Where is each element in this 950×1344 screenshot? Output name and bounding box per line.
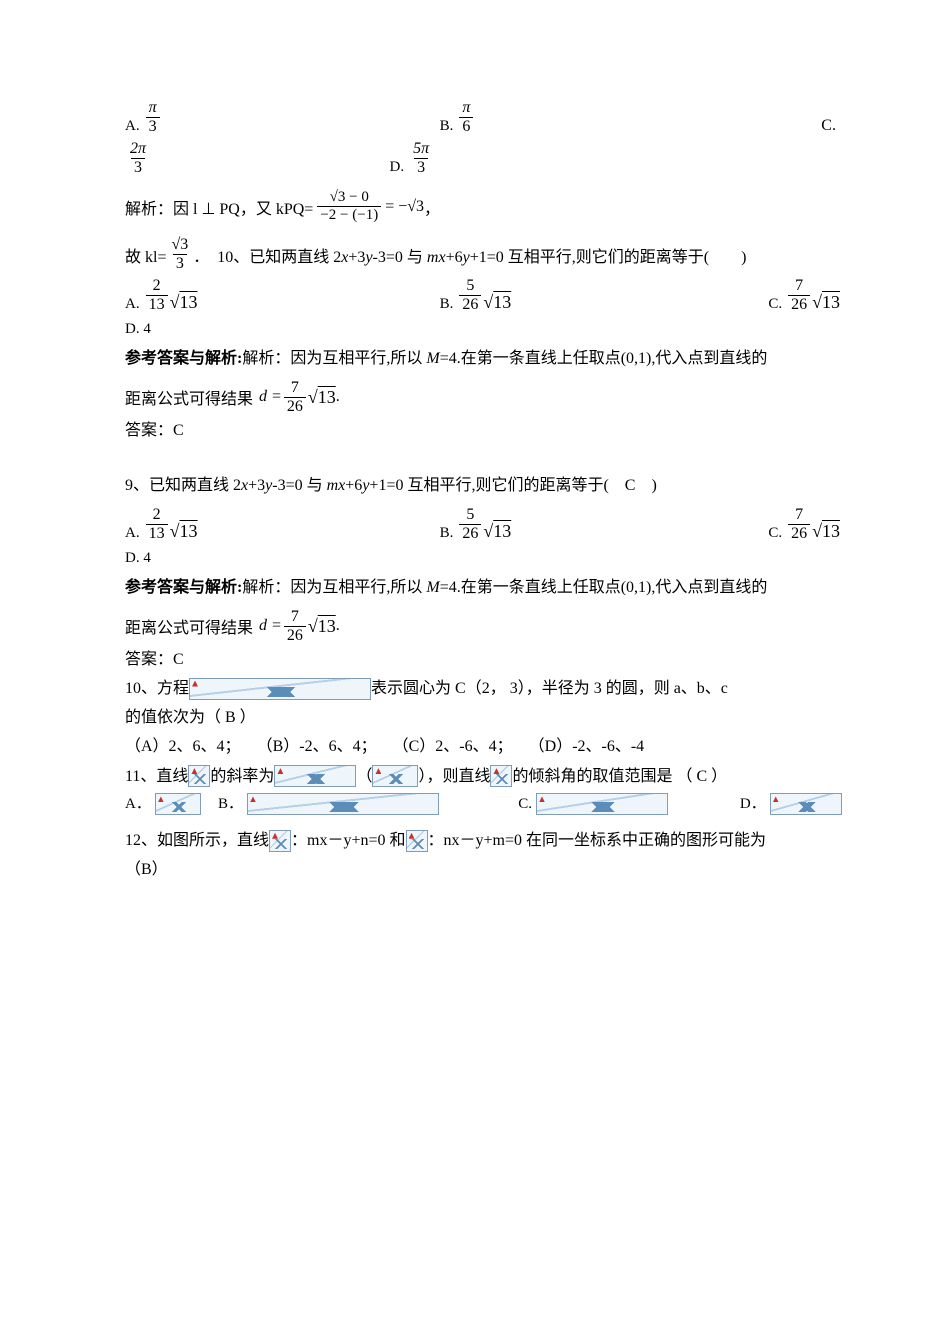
q11-line: 11、直线 的斜率为 （ ），则直线 的倾斜角的取值范围是 （ C ） xyxy=(125,763,840,790)
option-c-label: C. xyxy=(821,117,836,135)
q10b-options: （A）2、6、4； （B）-2、6、4； （C）2、-6、4； （D）-2、-6… xyxy=(125,733,840,760)
answer-distance-line: 距离公式可得结果 d = 7 26 √13 . xyxy=(125,380,840,415)
sqrt-a-label: A. xyxy=(125,296,140,313)
slope-image-placeholder xyxy=(274,765,356,787)
opt-c-image xyxy=(536,793,668,815)
analysis-suffix: ， xyxy=(424,195,440,219)
frac-5-26: 5 26 xyxy=(459,278,481,313)
opt-b-image xyxy=(247,793,439,815)
analysis-line-1: 解析：因 l ⊥ PQ，又 kPQ= √3 − 0 −2 − (−1) = −√… xyxy=(125,190,840,223)
kl-period: ． xyxy=(193,243,209,267)
q10b-line2: 的值依次为（ B ） xyxy=(125,704,840,731)
analysis-prefix: 解析：因 l ⊥ PQ，又 kPQ= xyxy=(125,195,313,219)
sqrt-d-option: D. 4 xyxy=(125,315,840,343)
sqrt-b-label: B. xyxy=(440,296,454,313)
kl-prefix: 故 kl= xyxy=(125,243,166,267)
line-l-icon-2 xyxy=(490,765,512,787)
choices-row-2: 2π 3 D. 5π 3 xyxy=(125,141,840,176)
analysis-eq: = −√3 xyxy=(385,198,424,216)
analysis-line-2: 故 kl= √3 3 ． 10、已知两直线 2x+3y-3=0 与 mx+6y+… xyxy=(125,237,840,272)
answer-distance-line-2: 距离公式可得结果 d = 7 26 √13 . xyxy=(125,609,840,644)
line-l1-icon xyxy=(269,830,291,852)
q9-text: 9、已知两直线 2x+3y-3=0 与 mx+6y+1=0 互相平行,则它们的距… xyxy=(125,472,840,499)
answer-c-1: 答案：C xyxy=(125,417,840,444)
answer-para-2: 参考答案与解析:解析：因为互相平行,所以 M=4.在第一条直线上任取点(0,1)… xyxy=(125,574,840,601)
answer-heading: 参考答案与解析: xyxy=(125,350,242,367)
fraction-5pi-3: 5π 3 xyxy=(410,141,432,176)
answer-c-2: 答案：C xyxy=(125,646,840,673)
sqrt-c-label: C. xyxy=(768,296,782,313)
sqrt-d-option-2: D. 4 xyxy=(125,544,840,572)
range-image-placeholder xyxy=(372,765,418,787)
sqrt-choices-row-2: A. 2 13 √13 B. 5 26 √13 C. 7 26 √13 xyxy=(125,507,840,542)
answer-para-1: 参考答案与解析:解析：因为互相平行,所以 M=4.在第一条直线上任取点(0,1)… xyxy=(125,345,840,372)
d-fraction: 7 26 xyxy=(284,380,306,415)
kpq-fraction: √3 − 0 −2 − (−1) xyxy=(317,190,381,223)
q12-answer: （B） xyxy=(125,856,840,883)
kl-fraction: √3 3 xyxy=(168,237,191,272)
frac-2-13: 2 13 xyxy=(146,278,168,313)
fraction-pi-3: π 3 xyxy=(146,100,160,135)
option-b-label: B. xyxy=(440,118,454,135)
opt-a-image xyxy=(155,793,201,815)
choices-row-1: A. π 3 B. π 6 C. xyxy=(125,100,840,135)
fraction-pi-6: π 6 xyxy=(459,100,473,135)
q12-line1: 12、如图所示，直线 ：mx－y+n=0 和 ：nx－y+m=0 在同一坐标系中… xyxy=(125,827,840,854)
q11-options: A． B． C. D． xyxy=(125,792,840,818)
frac-7-26: 7 26 xyxy=(788,278,810,313)
line-l2-icon xyxy=(406,830,428,852)
sqrt-choices-row: A. 2 13 √√1313 B. 5 26 √13 C. 7 26 √13 xyxy=(125,278,840,313)
opt-d-image xyxy=(770,793,842,815)
q10-inline: 10、已知两直线 2x+3y-3=0 与 mx+6y+1=0 互相平行,则它们的… xyxy=(217,243,746,267)
line-l-icon xyxy=(188,765,210,787)
option-a-label: A. xyxy=(125,118,140,135)
document-page: A. π 3 B. π 6 C. 2π 3 D. xyxy=(0,0,950,946)
equation-image-placeholder xyxy=(189,678,371,700)
fraction-2pi-3: 2π 3 xyxy=(127,141,149,176)
option-d-label: D. xyxy=(390,159,405,176)
q10b-line1: 10、方程 表示圆心为 C（2， 3），半径为 3 的圆，则 a、b、c xyxy=(125,675,840,702)
